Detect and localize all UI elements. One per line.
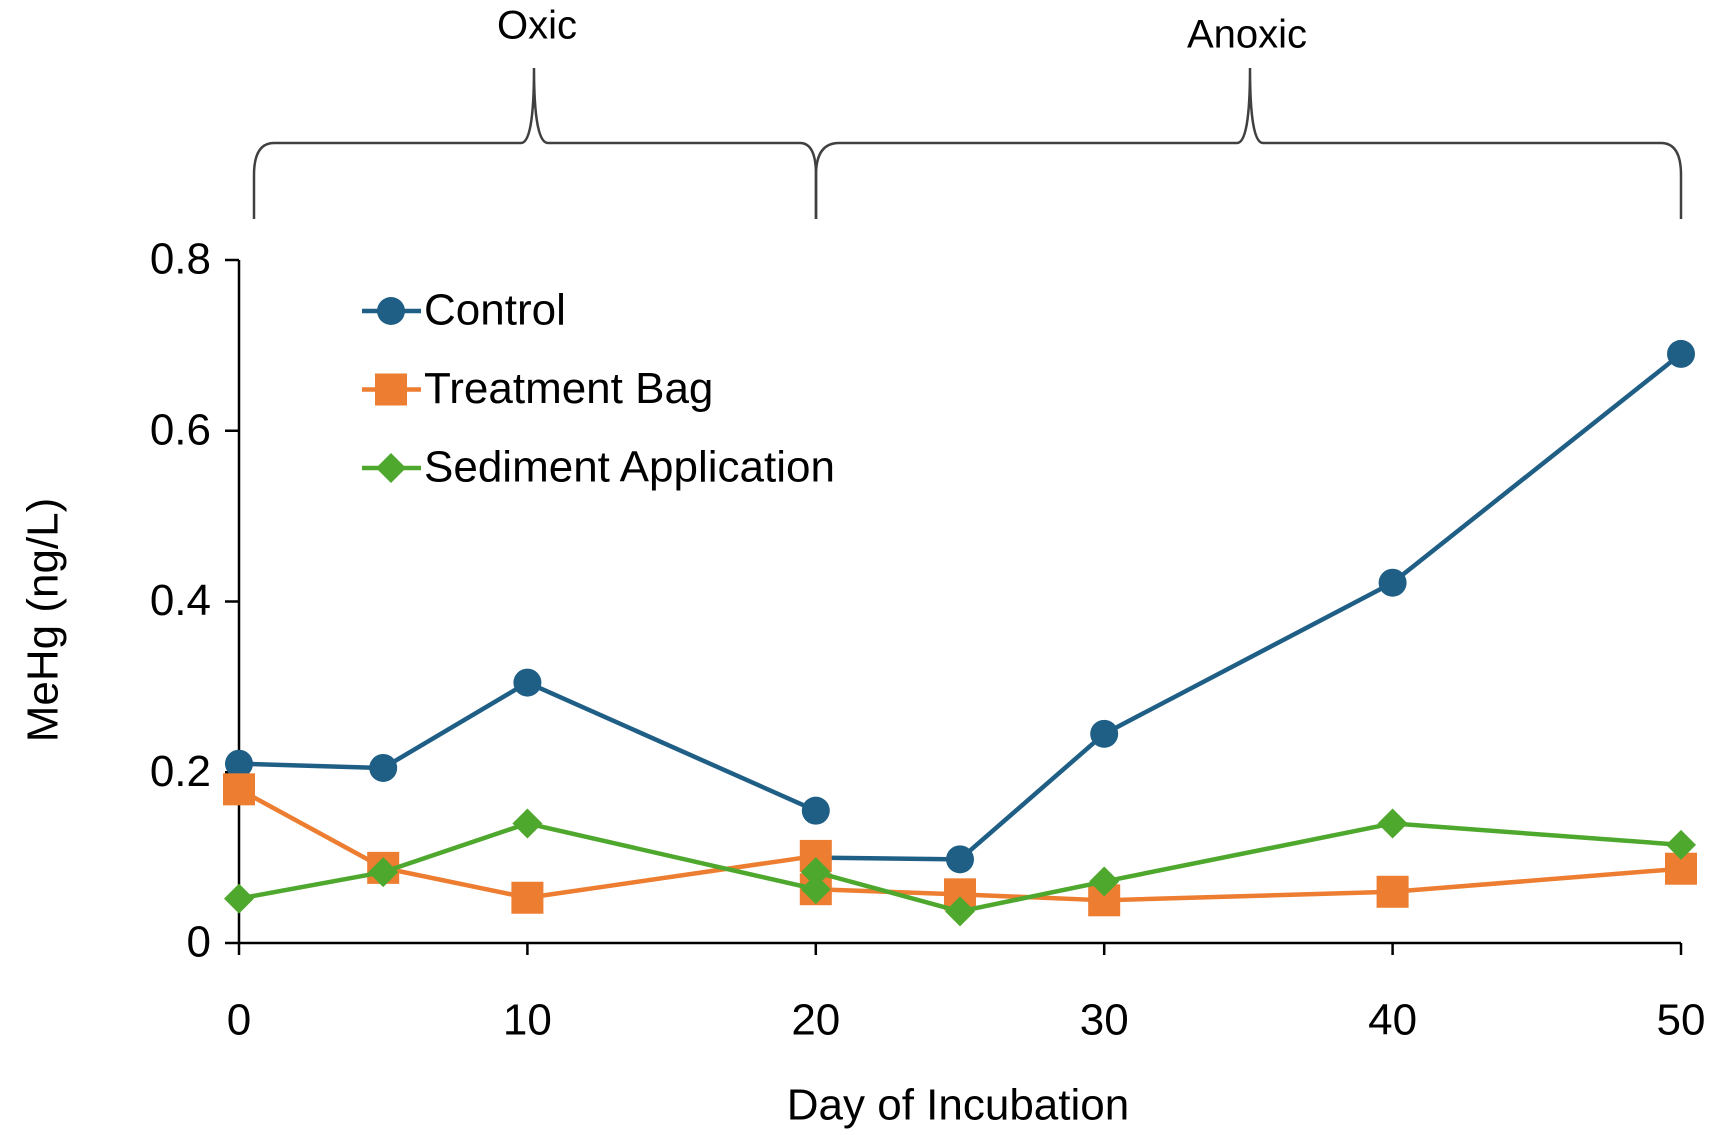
x-tick-label: 20 xyxy=(791,996,840,1045)
legend-label: Treatment Bag xyxy=(424,364,713,413)
annotation: Anoxic xyxy=(1187,13,1307,57)
legend-label: Sediment Application xyxy=(424,443,835,492)
marker xyxy=(1089,866,1120,897)
x-axis-label: Day of Incubation xyxy=(787,1081,1129,1130)
marker xyxy=(1378,568,1407,597)
y-axis-label: MeHg (ng/L) xyxy=(19,498,68,743)
y-tick-label: 0.2 xyxy=(150,747,211,796)
marker xyxy=(800,874,831,905)
marker xyxy=(945,896,975,927)
marker xyxy=(511,881,544,914)
marker xyxy=(513,668,542,697)
marker xyxy=(801,796,830,825)
marker xyxy=(1667,339,1695,368)
marker xyxy=(1376,875,1409,908)
annotation: Oxic xyxy=(497,4,577,48)
legend-marker xyxy=(376,453,406,483)
marker xyxy=(1090,719,1119,748)
y-tick-label: 0.8 xyxy=(150,235,211,284)
marker xyxy=(800,857,831,888)
y-tick-label: 0.6 xyxy=(150,405,211,454)
x-tick-label: 30 xyxy=(1080,996,1129,1045)
x-tick-label: 40 xyxy=(1368,996,1417,1045)
series-line xyxy=(238,352,1683,862)
legend-marker xyxy=(377,297,405,325)
x-tick-label: 0 xyxy=(227,996,251,1045)
marker xyxy=(369,753,398,782)
series xyxy=(223,773,1697,917)
marker xyxy=(223,773,255,806)
marker xyxy=(512,808,543,839)
legend-label: Control xyxy=(424,286,566,335)
marker xyxy=(1377,808,1408,839)
legend: Control Treatment Bag Sediment Application xyxy=(362,286,835,492)
marker xyxy=(368,857,399,888)
anoxic-brace xyxy=(814,67,1683,219)
x-tick-label: 50 xyxy=(1657,996,1706,1045)
marker xyxy=(225,749,253,778)
y-tick-label: 0 xyxy=(187,918,211,967)
x-tick-label: 10 xyxy=(503,996,552,1045)
phase-braces xyxy=(252,67,1683,219)
y-tick-label: 0.4 xyxy=(150,576,211,625)
marker xyxy=(224,883,254,914)
marker xyxy=(1666,829,1696,860)
marker xyxy=(946,845,974,874)
series xyxy=(224,808,1696,927)
oxic-brace xyxy=(252,67,818,219)
series xyxy=(225,339,1695,874)
legend-marker xyxy=(375,373,407,406)
